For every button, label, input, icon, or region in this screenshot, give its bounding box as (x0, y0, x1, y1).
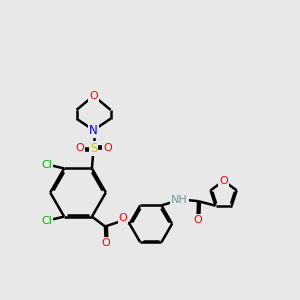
Text: O: O (103, 143, 112, 153)
Text: O: O (193, 215, 202, 225)
Text: O: O (219, 176, 228, 186)
Text: Cl: Cl (42, 215, 52, 226)
Text: O: O (118, 213, 127, 223)
Text: S: S (90, 142, 97, 155)
Text: Cl: Cl (42, 160, 52, 170)
Text: N: N (89, 124, 98, 137)
Text: NH: NH (171, 195, 188, 205)
Text: O: O (101, 238, 110, 248)
Text: O: O (75, 143, 84, 153)
Text: O: O (89, 91, 98, 101)
